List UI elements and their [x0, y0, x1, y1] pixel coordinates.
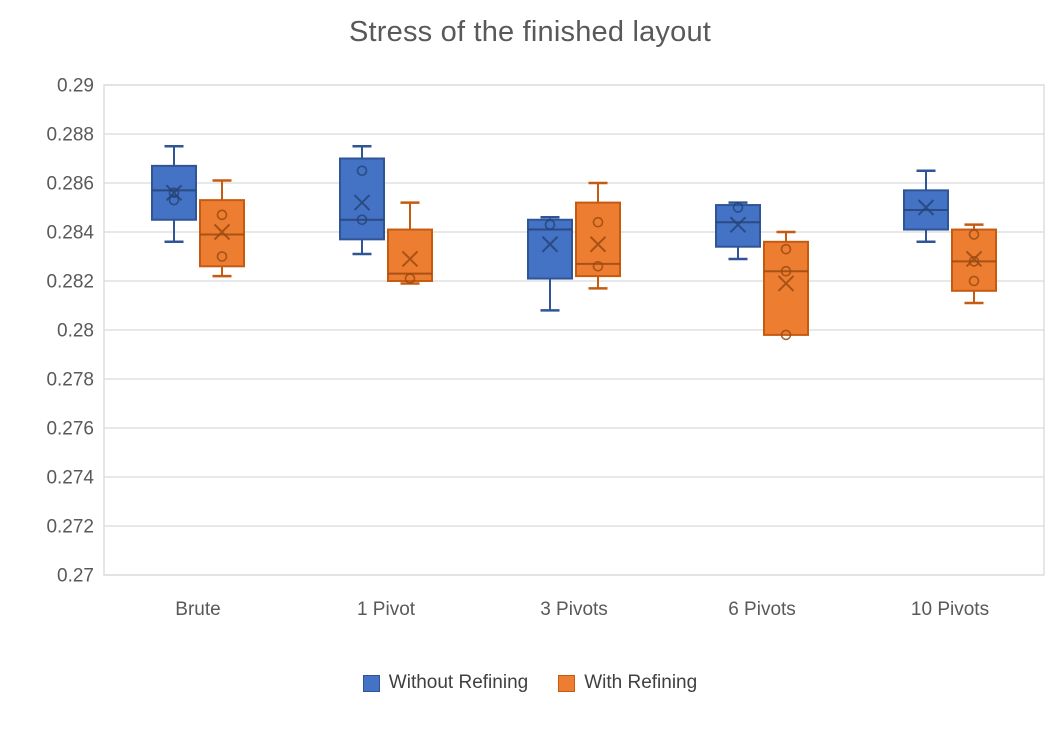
data-point: [216, 209, 228, 221]
data-point: [544, 219, 556, 230]
x-category-label-1-pivot: 1 Pivot: [357, 599, 416, 620]
box-without-refining-brute: [151, 145, 197, 244]
mean-x-marker: [729, 216, 747, 233]
y-tick-label: 0.27: [57, 566, 94, 587]
mean-x-marker: [401, 250, 419, 268]
box-without-refining-3-pivots: [527, 216, 573, 312]
plot-border: [103, 84, 1045, 576]
legend-item-without-refining: Without Refining: [362, 672, 529, 694]
y-tick-label: 0.282: [46, 272, 94, 293]
boxplot-chart: 0.29 0.288 0.286 0.284 0.282 0.28 0.278 0.276 0.…: [46, 76, 1045, 620]
mean-x-marker: [917, 199, 935, 216]
data-point: [216, 251, 228, 262]
y-tick-label: 0.28: [57, 321, 94, 342]
box-with-refining-1-pivot: [387, 201, 433, 285]
y-tick-label: 0.286: [46, 174, 94, 195]
data-point: [968, 256, 980, 267]
mean-x-marker: [165, 184, 183, 202]
legend-item-with-refining: With Refining: [558, 672, 697, 694]
data-point: [968, 229, 980, 240]
data-point: [780, 265, 792, 277]
legend-swatch-with-refining: [558, 674, 576, 692]
y-tick-label: 0.278: [46, 370, 94, 391]
chart-title: Stress of the finished layout: [348, 16, 712, 48]
box-with-refining-6-pivots: [763, 230, 809, 341]
x-category-label-brute: Brute: [175, 599, 220, 620]
y-tick-label: 0.276: [46, 419, 94, 440]
data-point: [592, 216, 604, 228]
data-point: [356, 214, 368, 226]
box-without-refining-10-pivots: [903, 169, 949, 244]
data-point: [968, 275, 980, 287]
y-tick-label: 0.284: [46, 223, 94, 244]
y-tick-label: 0.288: [46, 125, 94, 146]
y-tick-label: 0.274: [46, 468, 94, 489]
data-point: [780, 243, 792, 255]
legend-swatch-without-refining: [362, 674, 380, 692]
mean-x-marker: [213, 223, 231, 241]
x-category-label-6-pivots: 6 Pivots: [728, 599, 796, 620]
legend-label-without-refining: Without Refining: [388, 672, 529, 693]
mean-x-marker: [353, 194, 371, 211]
mean-x-marker: [965, 250, 983, 268]
iqr-box: [387, 228, 433, 283]
box-without-refining-1-pivot: [339, 145, 385, 256]
y-tick-label: 0.29: [57, 76, 94, 97]
box-without-refining-6-pivots: [715, 201, 761, 261]
data-point: [168, 187, 180, 199]
x-category-label-3-pivots: 3 Pivots: [540, 599, 608, 620]
data-point: [780, 329, 792, 341]
data-point: [356, 165, 368, 177]
chart-legend: Without Refining With Refining: [0, 672, 1060, 694]
iqr-box: [763, 240, 809, 336]
mean-x-marker: [541, 236, 559, 253]
legend-label-with-refining: With Refining: [584, 672, 698, 693]
box-with-refining-10-pivots: [951, 223, 997, 305]
data-point: [732, 202, 744, 213]
y-tick-label: 0.272: [46, 517, 94, 538]
mean-x-marker: [589, 236, 607, 253]
iqr-box: [339, 157, 385, 241]
box-with-refining-brute: [199, 179, 245, 278]
x-category-label-10-pivots: 10 Pivots: [911, 599, 989, 620]
data-point: [168, 194, 180, 206]
mean-x-marker: [777, 275, 795, 292]
data-point: [404, 273, 416, 284]
iqr-box: [575, 201, 621, 278]
box-with-refining-3-pivots: [575, 181, 621, 290]
data-point: [592, 260, 604, 272]
